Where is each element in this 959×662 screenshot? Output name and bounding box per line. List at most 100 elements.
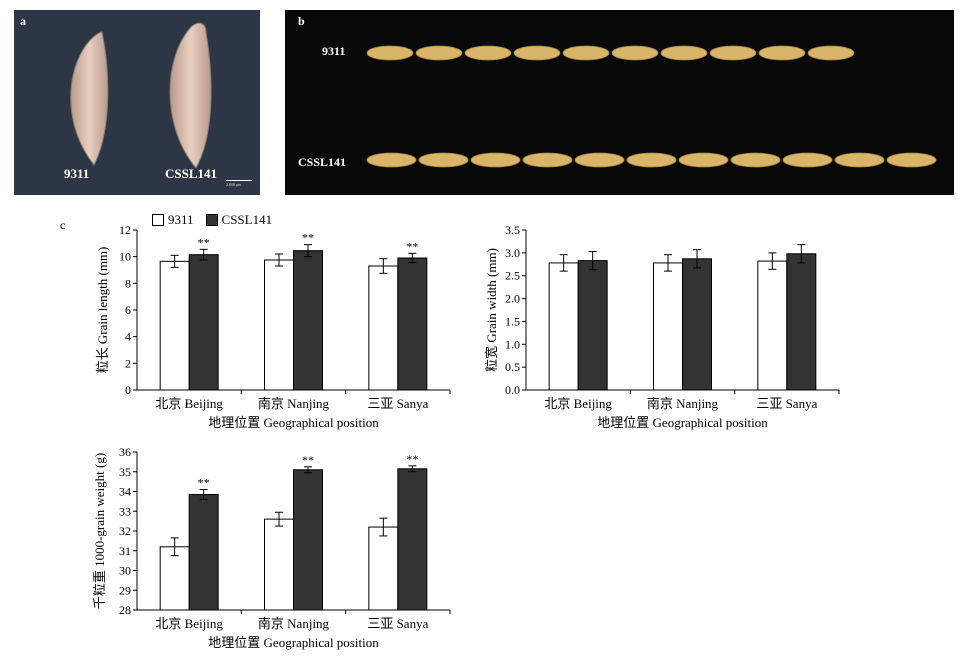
grain (464, 45, 512, 61)
chart-legend: 9311 CSSL141 (152, 212, 272, 228)
grain (660, 45, 708, 61)
panel-c-letter: c (60, 218, 66, 232)
y-tick-label: 2 (125, 356, 131, 370)
grain (730, 152, 781, 168)
y-tick-label: 2.5 (505, 269, 520, 283)
significance-label: ** (198, 476, 210, 490)
y-tick-label: 34 (119, 485, 131, 499)
y-tick-label: 12 (119, 223, 131, 237)
bar (653, 262, 683, 391)
x-axis-label: 地理位置 Geographical position (597, 415, 768, 430)
grain (709, 45, 757, 61)
bar (264, 259, 294, 391)
significance-label: ** (302, 231, 314, 245)
panel-a-label-9311: 9311 (64, 166, 90, 181)
photo-panel-a (14, 10, 260, 195)
bar (368, 526, 399, 611)
panel-b-letter: b (298, 14, 305, 28)
grain (611, 45, 659, 61)
y-axis-label: 千粒重 1000-grain weight (g) (92, 453, 107, 609)
bar (786, 253, 817, 391)
legend-swatch-9311 (152, 214, 164, 226)
significance-label: ** (406, 239, 418, 253)
y-axis-label: 粒宽 Grain width (mm) (484, 248, 499, 372)
panel-a-label-cssl141: CSSL141 (165, 166, 218, 181)
bar (397, 257, 428, 391)
grain (834, 152, 885, 168)
x-tick-label: 三亚 Sanya (367, 616, 428, 631)
grain (886, 152, 937, 168)
bar (397, 468, 428, 611)
photo-panel-b (285, 10, 954, 195)
panel-b-row2-label: CSSL141 (298, 155, 347, 169)
significance-label: ** (198, 235, 210, 249)
bar (188, 254, 219, 391)
bar (293, 469, 323, 611)
x-tick-label: 三亚 Sanya (756, 396, 817, 411)
y-tick-label: 10 (119, 250, 131, 264)
grain (807, 45, 855, 61)
bar (368, 265, 399, 391)
y-tick-label: 30 (119, 564, 131, 578)
x-axis-label: 地理位置 Geographical position (208, 415, 379, 430)
grain-husk-illustration (70, 22, 212, 169)
bar (159, 546, 190, 611)
panel-a-letter: a (20, 14, 26, 28)
x-tick-label: 南京 Nanjing (647, 396, 719, 411)
grain (513, 45, 561, 61)
panel-b-row1-label: 9311 (322, 44, 346, 58)
x-axis-label: 地理位置 Geographical position (208, 635, 379, 650)
significance-label: ** (302, 453, 314, 467)
y-tick-label: 8 (125, 276, 131, 290)
chart-grain-length: 0 2 4 6 8 10 12 北京 Beijing ** 南京 Nanjing ** 三亚 Sany… (95, 223, 451, 430)
grain (758, 45, 806, 61)
scale-bar (226, 180, 252, 181)
y-tick-label: 0.0 (505, 383, 520, 397)
x-tick-label: 北京 Beijing (544, 396, 612, 411)
grain-rows-illustration (366, 45, 937, 168)
husk-cssl141 (169, 22, 212, 169)
significance-label: ** (406, 452, 418, 466)
bar (682, 258, 712, 391)
y-tick-label: 33 (119, 504, 131, 518)
grain (366, 152, 417, 168)
y-tick-label: 32 (119, 524, 131, 538)
bar (757, 260, 788, 391)
grain (418, 152, 469, 168)
bar (159, 260, 190, 391)
legend-label-9311: 9311 (168, 212, 194, 227)
scale-bar-label: 2.000 μm (226, 182, 242, 187)
x-tick-label: 北京 Beijing (155, 396, 223, 411)
y-tick-label: 35 (119, 465, 131, 479)
x-tick-label: 南京 Nanjing (258, 396, 330, 411)
y-tick-label: 0.5 (505, 360, 520, 374)
grain (562, 45, 610, 61)
y-tick-label: 1.5 (505, 314, 520, 328)
chart-1000-grain-weight: 28 29 30 31 32 33 34 35 36 北京 Beijing ** 南京 Nanjing… (92, 445, 451, 650)
x-tick-label: 三亚 Sanya (367, 396, 428, 411)
y-tick-label: 31 (119, 544, 131, 558)
grain (366, 45, 414, 61)
x-tick-label: 南京 Nanjing (258, 616, 330, 631)
bar (577, 260, 608, 391)
y-tick-label: 0 (125, 383, 131, 397)
grain (415, 45, 463, 61)
y-tick-label: 3.0 (505, 246, 520, 260)
y-tick-label: 4 (125, 330, 131, 344)
y-tick-label: 2.0 (505, 292, 520, 306)
legend-swatch-cssl141 (205, 214, 218, 226)
bar (293, 250, 323, 391)
grain (678, 152, 729, 168)
y-tick-label: 36 (119, 445, 131, 459)
husk-9311 (70, 31, 109, 166)
bar (264, 518, 294, 611)
y-tick-label: 6 (125, 303, 131, 317)
grain (782, 152, 833, 168)
grain (626, 152, 677, 168)
grain (574, 152, 625, 168)
x-tick-label: 北京 Beijing (155, 616, 223, 631)
y-tick-label: 28 (119, 603, 131, 617)
grain (470, 152, 521, 168)
legend-label-cssl141: CSSL141 (221, 212, 273, 227)
y-tick-label: 3.5 (505, 223, 520, 237)
